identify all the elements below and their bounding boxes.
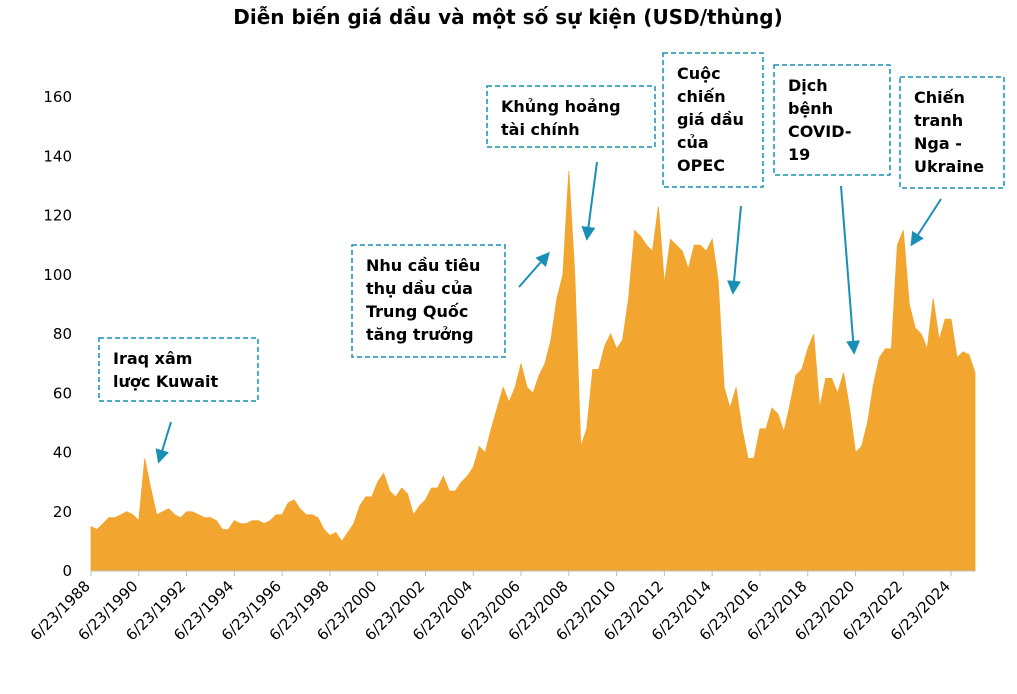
annotation-text: thụ dầu của <box>366 279 473 298</box>
annotation-text: tài chính <box>501 120 580 139</box>
annotation: Cuộc chiến giá dầu của OPEC <box>662 52 764 188</box>
arrow <box>727 205 742 295</box>
annotation: Chiến tranh Nga - Ukraine <box>899 76 1005 189</box>
annotation: Iraq xâm lược Kuwait <box>98 337 259 402</box>
annotation-box <box>899 76 1005 189</box>
annotation-text: Khủng hoảng <box>501 97 621 116</box>
annotation-text: Nga - <box>914 134 962 153</box>
annotation: Khủng hoảng tài chính <box>486 85 656 148</box>
y-tick-label: 120 <box>43 207 72 225</box>
annotation-text: OPEC <box>677 156 725 175</box>
y-tick-label: 0 <box>62 562 72 580</box>
annotation-text: Nhu cầu tiêu <box>366 256 480 275</box>
annotation-text: tăng trưởng <box>366 325 474 344</box>
y-tick-label: 60 <box>53 384 72 402</box>
annotation-box <box>98 337 259 402</box>
arrow <box>155 421 172 464</box>
annotation-text: Chiến <box>914 88 965 107</box>
annotation-text: COVID- <box>788 122 851 141</box>
arrow <box>581 161 598 241</box>
annotation-box <box>486 85 656 148</box>
annotation-box <box>773 64 891 176</box>
annotation-text: Cuộc <box>677 64 721 83</box>
annotation-text: Trung Quốc <box>366 302 468 321</box>
arrow <box>910 198 942 247</box>
annotation-text: bệnh <box>788 99 833 118</box>
arrow <box>840 185 861 355</box>
y-tick-label: 80 <box>53 325 72 343</box>
annotation-text: Iraq xâm <box>113 349 192 368</box>
annotation-text: Dịch <box>788 76 828 95</box>
annotation-text: chiến <box>677 87 726 106</box>
annotation-box <box>662 52 764 188</box>
annotation-text: của <box>677 133 709 152</box>
chart-title: Diễn biến giá dầu và một số sự kiện (USD… <box>233 5 782 29</box>
arrow <box>518 251 550 288</box>
annotation-box <box>351 244 506 358</box>
annotation-text: 19 <box>788 145 810 164</box>
annotation: Nhu cầu tiêu thụ dầu của Trung Quốc tăng tr… <box>351 244 506 358</box>
y-tick-label: 100 <box>43 266 72 284</box>
annotation-text: giá dầu <box>677 110 744 129</box>
annotation-text: Ukraine <box>914 157 984 176</box>
area <box>90 171 976 572</box>
y-tick-label: 140 <box>43 147 72 165</box>
annotation: Dịch bệnh COVID- 19 <box>773 64 891 176</box>
annotation-text: lược Kuwait <box>113 372 218 391</box>
y-tick-label: 160 <box>43 88 72 106</box>
y-tick-label: 20 <box>53 503 72 521</box>
annotation-text: tranh <box>914 111 963 130</box>
y-tick-label: 40 <box>53 444 72 462</box>
arrows <box>155 161 942 464</box>
